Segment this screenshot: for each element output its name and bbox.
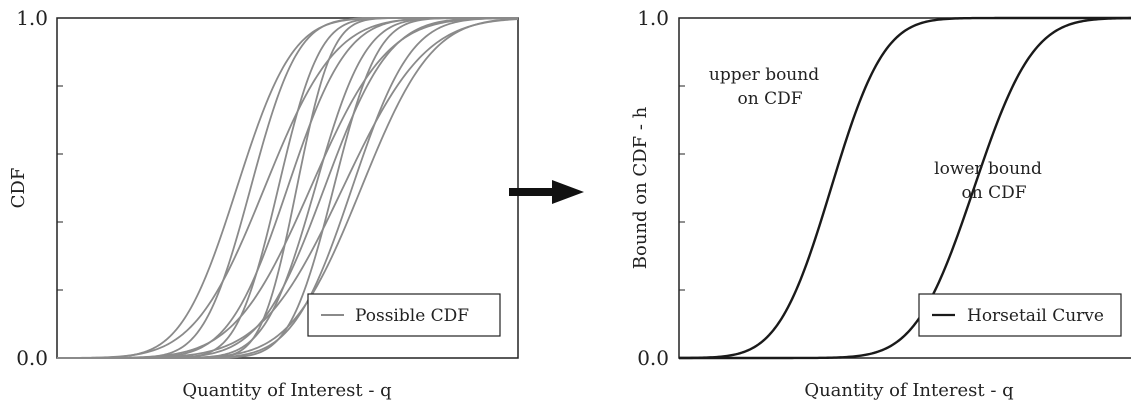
right-plot-frame <box>678 17 1131 359</box>
right-legend: Horsetail Curve <box>918 293 1122 337</box>
left-series-group <box>57 17 519 359</box>
right-y-ticks <box>679 85 685 291</box>
right-legend-label: Horsetail Curve <box>967 306 1104 326</box>
left-series-line-13 <box>57 17 519 359</box>
left-legend-label: Possible CDF <box>355 306 469 326</box>
left-ytick-bottom: 0.0 <box>16 346 48 370</box>
left-x-axis-label: Quantity of Interest - q <box>182 380 391 401</box>
right-ytick-bottom: 0.0 <box>637 346 669 370</box>
right-series-line-1 <box>678 16 1131 360</box>
right-chart: 1.0 0.0 Bound on CDF - h Quantity of Int… <box>630 6 1131 401</box>
lower-bound-annotation-line2: on CDF <box>961 183 1026 203</box>
upper-bound-annotation-line1: upper bound <box>709 65 819 85</box>
left-y-axis-label: CDF <box>8 168 29 209</box>
right-y-axis-label: Bound on CDF - h <box>630 106 651 269</box>
left-chart: 1.0 0.0 CDF Quantity of Interest - q Pos… <box>8 6 519 401</box>
left-ytick-top: 1.0 <box>16 6 48 30</box>
lower-bound-annotation-line1: lower bound <box>934 159 1042 179</box>
right-ytick-top: 1.0 <box>637 6 669 30</box>
transform-arrow <box>509 180 584 204</box>
arrow-shaft <box>509 188 553 196</box>
left-legend: Possible CDF <box>307 293 501 337</box>
left-y-ticks <box>57 85 63 291</box>
right-series-group <box>678 16 1131 360</box>
right-x-axis-label: Quantity of Interest - q <box>804 380 1013 401</box>
arrow-head <box>552 180 584 204</box>
upper-bound-annotation-line2: on CDF <box>737 89 802 109</box>
right-series-line-2 <box>679 16 1131 360</box>
